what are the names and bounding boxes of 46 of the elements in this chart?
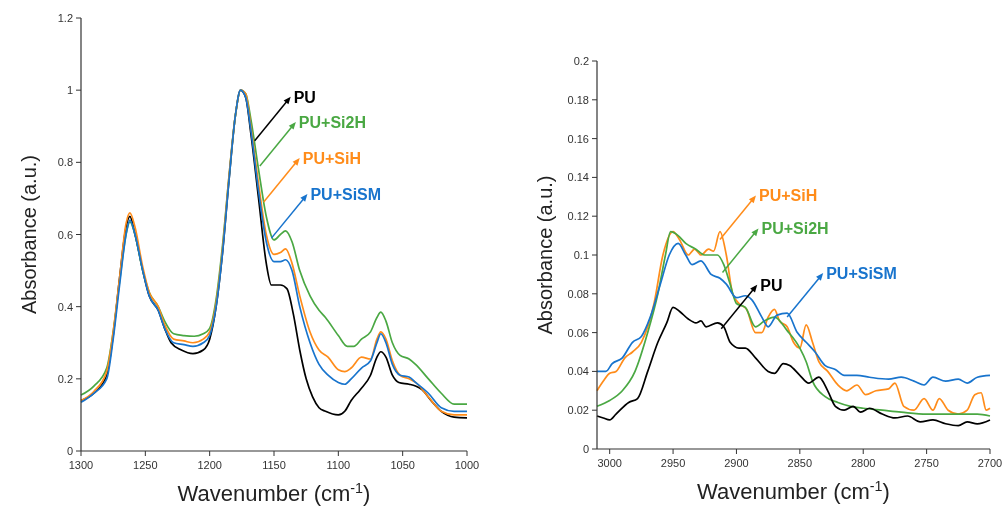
y-tick-label: 0: [582, 443, 589, 455]
x-tick-label: 1250: [133, 459, 158, 471]
x-tick-label: 1000: [454, 459, 480, 471]
y-tick-label: 0.1: [573, 249, 589, 261]
x-axis-title: Wavenumber (cm$^{-1}$): [177, 480, 371, 506]
y-tick-label: 0.6: [57, 228, 73, 241]
x-tick-label: 1300: [68, 459, 94, 471]
y-axis-title: Absorbance (a.u.): [534, 175, 556, 335]
y-axis-title: Absorbance (a.u.): [18, 155, 40, 314]
x-tick-label: 2800: [850, 457, 876, 469]
x-tick-label: 2950: [660, 457, 686, 469]
y-tick-label: 0.12: [567, 210, 589, 223]
x-tick-label: 2700: [977, 457, 1003, 469]
y-tick-label: 1: [66, 84, 73, 97]
y-tick-label: 0.04: [567, 365, 589, 378]
y-tick-label: 0: [66, 445, 73, 457]
x-tick-label: 1100: [326, 459, 351, 471]
y-tick-label: 0.02: [567, 404, 589, 417]
x-axis-title: Wavenumber (cm$^{-1}$): [697, 478, 890, 504]
y-tick-label: 0.08: [567, 287, 589, 300]
y-tick-label: 0.8: [57, 156, 73, 169]
annotation: PU+SiH: [758, 187, 818, 205]
x-tick-label: 1150: [262, 459, 286, 471]
x-tick-label: 3000: [597, 457, 622, 469]
annotation: PU+SiH: [302, 150, 361, 168]
x-tick-label: 1050: [390, 459, 415, 471]
annotation: PU+SiSM: [310, 186, 382, 204]
annotation: PU+SiSM: [826, 265, 897, 283]
y-tick-label: 1.2: [57, 12, 73, 24]
y-tick-label: 0.2: [57, 372, 73, 385]
x-tick-label: 1200: [197, 459, 222, 471]
x-tick-label: 2750: [914, 457, 939, 469]
annotation: PU+Si2H: [761, 220, 829, 238]
line-series: [596, 242, 991, 386]
y-tick-label: 0.14: [567, 171, 589, 184]
x-tick-label: 2900: [724, 457, 749, 469]
annotation: PU+Si2H: [298, 113, 366, 131]
annotation: PU: [760, 276, 783, 294]
x-tick-label: 2850: [787, 457, 813, 469]
y-tick-label: 0.4: [57, 300, 73, 313]
y-tick-label: 0.18: [567, 93, 589, 106]
y-tick-label: 0.2: [573, 55, 589, 67]
annotation: PU: [293, 88, 316, 106]
line-series: [596, 306, 991, 427]
y-tick-label: 0.06: [567, 326, 589, 339]
y-tick-label: 0.16: [567, 132, 589, 145]
